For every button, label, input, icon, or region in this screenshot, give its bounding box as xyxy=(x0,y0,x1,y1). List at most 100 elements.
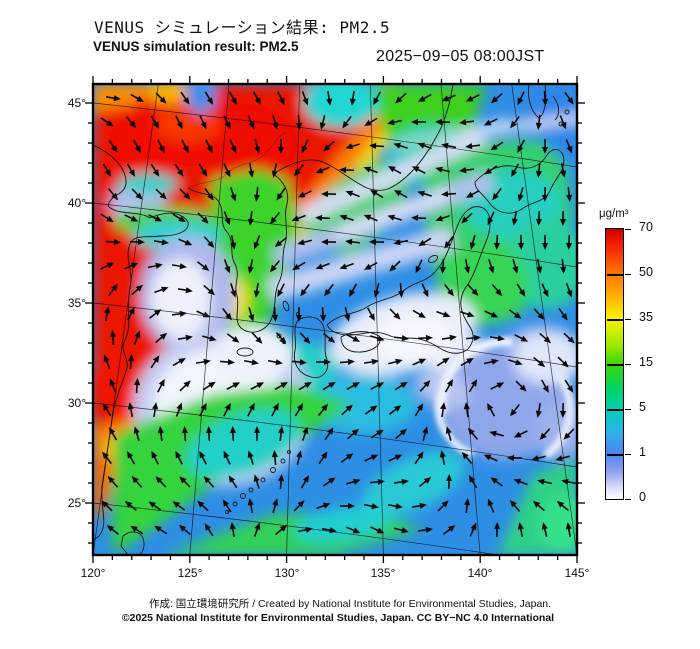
wind-arrow xyxy=(148,501,162,511)
wind-arrow xyxy=(339,166,355,174)
wind-arrow xyxy=(253,522,261,537)
wind-arrow xyxy=(199,402,207,417)
wind-vector-arrows xyxy=(100,90,577,538)
wind-arrow xyxy=(321,190,337,198)
wind-arrow xyxy=(250,382,265,390)
wind-arrow xyxy=(150,115,160,129)
wind-arrow xyxy=(197,212,209,224)
colorbar-tick xyxy=(625,409,631,411)
wind-arrow xyxy=(436,357,450,367)
wind-arrow xyxy=(267,359,283,366)
wind-arrow xyxy=(202,335,217,342)
wind-arrow xyxy=(340,453,354,463)
wind-arrow xyxy=(127,451,136,465)
wind-arrow xyxy=(271,162,278,178)
wind-arrow xyxy=(297,190,312,198)
wind-arrow xyxy=(535,402,542,418)
wind-arrow xyxy=(109,330,117,346)
wind-arrow xyxy=(321,527,337,534)
wind-arrow xyxy=(133,139,141,154)
wind-arrow xyxy=(411,166,426,174)
wind-arrow xyxy=(293,500,305,512)
colorbar-unit-label: μg/m³ xyxy=(599,208,629,220)
wind-arrow xyxy=(271,450,278,466)
wind-arrow xyxy=(104,306,111,322)
wind-arrow xyxy=(491,284,503,297)
longitude-label: 145° xyxy=(564,566,590,580)
wind-arrow xyxy=(344,307,351,322)
wind-arrow xyxy=(369,142,385,150)
wind-arrow xyxy=(513,430,528,438)
colorbar-tick xyxy=(625,499,631,501)
colorbar-tick-label: 35 xyxy=(639,310,653,324)
wind-arrow xyxy=(437,500,449,512)
wind-arrow xyxy=(276,187,286,201)
wind-arrow xyxy=(512,259,519,274)
wind-arrow xyxy=(444,283,454,297)
wind-arrow xyxy=(483,118,498,126)
wind-arrow xyxy=(441,142,457,149)
latitude-label: 40° xyxy=(67,196,86,210)
wind-arrow xyxy=(533,356,546,368)
page-title-japanese: VENUS シミュレーション結果: PM2.5 xyxy=(94,18,391,37)
wind-arrow xyxy=(460,357,474,367)
wind-arrow xyxy=(445,426,452,441)
wind-arrow xyxy=(150,163,160,177)
wind-arrow xyxy=(299,332,311,344)
wind-arrow xyxy=(247,402,255,417)
wind-arrow xyxy=(467,284,479,296)
longitude-label: 140° xyxy=(467,566,493,580)
wind-arrow xyxy=(100,117,114,127)
wind-arrow xyxy=(489,335,505,342)
wind-arrow xyxy=(107,475,119,488)
wind-arrow xyxy=(346,478,361,485)
wind-arrow xyxy=(315,166,330,174)
wind-arrow xyxy=(465,94,480,102)
wind-arrow xyxy=(435,214,450,222)
wind-arrow xyxy=(124,500,137,512)
copyright-line: ©2025 National Institute for Environment… xyxy=(121,612,555,624)
wind-arrow xyxy=(444,235,454,249)
wind-arrow xyxy=(277,283,285,298)
wind-arrow xyxy=(510,115,520,129)
wind-arrow xyxy=(517,139,526,154)
wind-arrow xyxy=(275,524,288,536)
credit-line: 作成: 国立環境研究所 / Created by National Instit… xyxy=(148,598,552,610)
wind-arrow xyxy=(559,115,567,130)
wind-arrow xyxy=(411,214,427,222)
latitude-label: 35° xyxy=(67,296,86,310)
wind-arrow xyxy=(565,283,573,298)
wind-arrow xyxy=(318,403,328,416)
wind-arrow xyxy=(561,478,577,485)
wind-arrow xyxy=(177,334,193,341)
wind-arrow xyxy=(296,450,303,465)
wind-arrow xyxy=(566,186,573,202)
wind-arrow xyxy=(228,475,238,489)
wind-arrow xyxy=(412,358,427,366)
wind-arrow xyxy=(487,403,496,417)
wind-arrow xyxy=(564,379,574,393)
wind-arrow xyxy=(540,379,549,394)
wind-arrow xyxy=(484,165,498,175)
wind-arrow xyxy=(157,426,164,442)
wind-arrow xyxy=(316,502,331,510)
wind-arrow xyxy=(468,379,478,393)
wind-arrow xyxy=(223,211,231,226)
wind-arrow xyxy=(507,454,523,462)
wind-arrow xyxy=(490,141,504,151)
wind-arrow xyxy=(247,258,254,274)
colorbar-tick-label: 0 xyxy=(639,490,646,504)
wind-arrow xyxy=(105,95,121,102)
wind-arrow xyxy=(419,380,431,392)
wind-arrow xyxy=(388,358,403,365)
wind-arrow xyxy=(253,474,260,489)
wind-arrow xyxy=(272,115,279,130)
wind-arrow xyxy=(558,307,568,321)
wind-arrow xyxy=(204,523,214,537)
wind-arrow xyxy=(516,283,526,297)
wind-arrow xyxy=(509,499,521,512)
wind-arrow xyxy=(339,358,355,366)
wind-arrow xyxy=(247,115,255,130)
wind-arrow xyxy=(418,93,432,102)
wind-arrow xyxy=(319,115,326,130)
